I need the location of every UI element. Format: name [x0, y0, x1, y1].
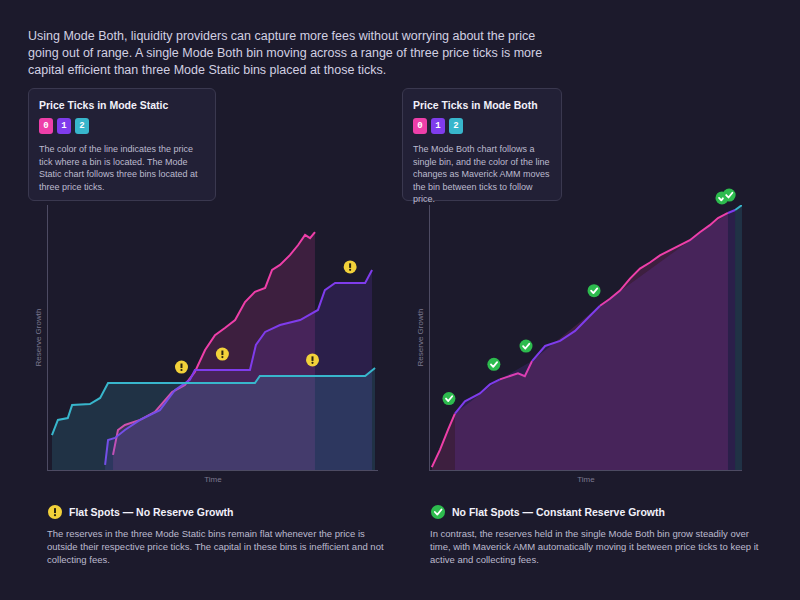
svg-text:Reserve Growth: Reserve Growth [416, 309, 425, 367]
html-text:The reserves in the three Mode: The reserves in the three Mode Static bi… [47, 528, 384, 565]
html-text:No Flat Spots — Constant Reser: No Flat Spots — Constant Reserve Growth [452, 506, 665, 518]
html-text:1: 1 [435, 121, 441, 131]
html-text:In contrast, the reserves held: In contrast, the reserves held in the si… [430, 528, 759, 565]
html-text:Flat Spots — No Reserve Growth: Flat Spots — No Reserve Growth [69, 506, 234, 518]
html-text:2: 2 [453, 121, 459, 131]
svg-text:Time: Time [577, 475, 595, 484]
html-text:2: 2 [79, 121, 85, 131]
html-text:0: 0 [417, 121, 423, 131]
html-text:Price Ticks in Mode Both: Price Ticks in Mode Both [413, 99, 538, 111]
html-text:1: 1 [61, 121, 67, 131]
svg-text:Time: Time [204, 475, 222, 484]
html-text:The Mode Both chart follows a: The Mode Both chart follows a single bin… [413, 144, 550, 204]
svg-text:Reserve Growth: Reserve Growth [34, 309, 43, 367]
html-text:The color of the line indicate: The color of the line indicates the pric… [39, 144, 198, 192]
html-text:Price Ticks in Mode Static: Price Ticks in Mode Static [39, 99, 169, 111]
html-text:Using Mode Both, liquidity pro: Using Mode Both, liquidity providers can… [28, 29, 543, 77]
html-text:0: 0 [43, 121, 49, 131]
